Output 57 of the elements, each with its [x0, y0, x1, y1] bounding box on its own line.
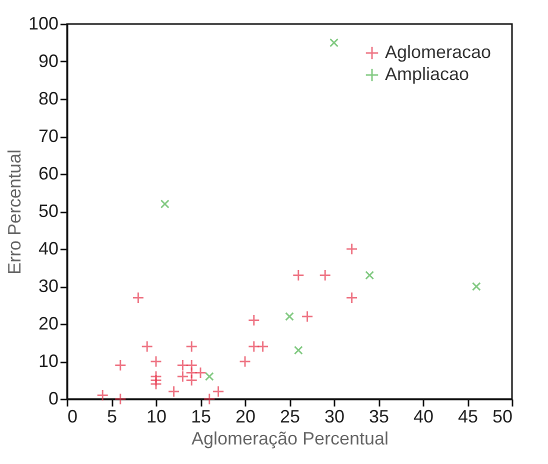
- point: [186, 374, 198, 386]
- y-tick-label: 20: [38, 314, 58, 334]
- point: [150, 378, 162, 390]
- point: [194, 366, 206, 379]
- x-tick-label: 35: [368, 406, 390, 426]
- y-tick-label: 70: [38, 126, 58, 146]
- x-axis-title: Aglomeração Percentual: [191, 428, 389, 448]
- y-tick-label: 60: [38, 164, 58, 184]
- point: [472, 282, 481, 291]
- point: [248, 314, 260, 326]
- x-tick-label: 10: [146, 406, 167, 426]
- point: [160, 200, 170, 208]
- point: [346, 292, 358, 304]
- point: [96, 389, 109, 402]
- point: [319, 269, 332, 282]
- x-tick-label: 5: [106, 406, 118, 426]
- point: [150, 356, 162, 368]
- point: [186, 340, 198, 352]
- point: [285, 312, 294, 321]
- point: [212, 386, 224, 398]
- y-tick-label: 30: [38, 276, 58, 296]
- x-tick-label: 50: [492, 406, 512, 426]
- y-tick-label: 90: [38, 51, 58, 71]
- point: [114, 393, 126, 405]
- x-tick-label: 20: [235, 406, 256, 426]
- point: [346, 243, 358, 255]
- legend-label: Aglomeracao: [385, 42, 492, 62]
- y-tick-label: 40: [38, 238, 58, 258]
- point: [248, 340, 260, 352]
- y-axis-title: Erro Percentual: [4, 149, 24, 275]
- point: [365, 270, 374, 280]
- x-tick-label: 15: [190, 406, 212, 426]
- y-tick-label: 80: [38, 88, 58, 108]
- point: [176, 370, 189, 382]
- y-tick-label: 50: [38, 201, 58, 221]
- x-tick-label: 30: [324, 406, 345, 426]
- x-tick-label: 45: [458, 406, 478, 426]
- point: [330, 38, 338, 48]
- point: [301, 310, 314, 322]
- point: [176, 359, 189, 372]
- x-tick-label: 0: [68, 406, 78, 426]
- legend-label: Ampliacao: [385, 64, 470, 84]
- y-tick-label: 10: [38, 351, 58, 371]
- y-tick-label: 100: [28, 14, 58, 34]
- point: [204, 372, 214, 381]
- point: [114, 359, 126, 372]
- x-tick-label: 40: [413, 406, 434, 426]
- y-tick-label: 0: [48, 388, 58, 408]
- point: [294, 346, 303, 355]
- point: [141, 340, 154, 352]
- point: [239, 356, 251, 368]
- point: [132, 292, 144, 304]
- point: [168, 386, 180, 398]
- point: [203, 393, 216, 405]
- point: [292, 269, 304, 282]
- point: [256, 340, 269, 352]
- x-tick-label: 25: [280, 406, 300, 426]
